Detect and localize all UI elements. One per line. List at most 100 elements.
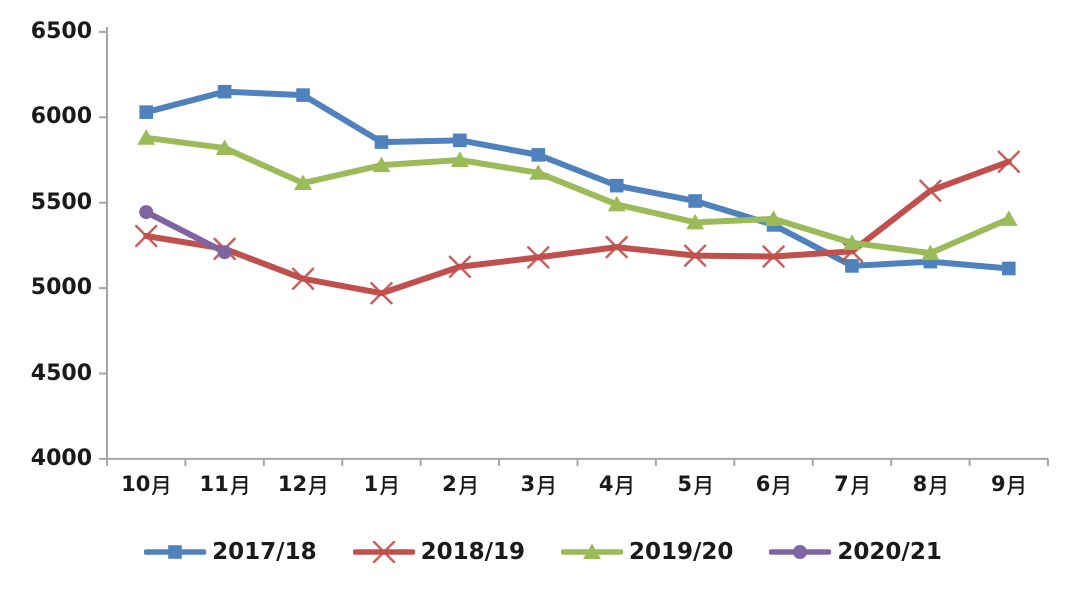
series-line-2020-21 xyxy=(143,209,228,256)
circle-marker xyxy=(139,205,154,220)
triangle-marker xyxy=(842,234,861,250)
square-marker xyxy=(845,259,859,273)
y-tick-label: 6000 xyxy=(30,104,92,130)
legend-label: 2019/20 xyxy=(629,539,734,565)
y-tick-label: 4500 xyxy=(30,360,92,386)
x-tick-label: 3 xyxy=(520,471,556,497)
series-line-2019-20 xyxy=(143,134,1012,257)
legend-square-swatch xyxy=(144,545,207,559)
triangle-marker xyxy=(450,151,469,167)
x-tick-label: 2 xyxy=(442,471,478,497)
triangle-marker xyxy=(215,139,234,156)
triangle-marker xyxy=(686,213,705,230)
x-marker xyxy=(448,255,472,278)
square-marker xyxy=(217,84,232,99)
y-tick-label: 5000 xyxy=(30,275,92,301)
circle-marker xyxy=(793,545,808,559)
legend-label: 2020/21 xyxy=(837,539,942,565)
x-marker xyxy=(762,245,785,268)
x-marker xyxy=(134,224,158,248)
yue-month-character-glyph xyxy=(230,475,248,495)
x-marker xyxy=(291,267,315,290)
legend-label: 2018/19 xyxy=(420,539,525,565)
x-marker xyxy=(919,179,942,202)
x-marker xyxy=(605,235,628,259)
x-tick-label: 8 xyxy=(913,471,949,497)
x-marker xyxy=(997,150,1021,173)
y-tick-label: 5500 xyxy=(30,189,92,215)
x-tick-label-number: 1 xyxy=(363,472,379,496)
legend-item-2018-19: 2018/19 xyxy=(352,539,525,565)
x-axis-labels: 10 11 12 1 2 3 4 5 6 7 8 9 xyxy=(0,471,1086,503)
yue-month-character-glyph xyxy=(772,475,789,495)
series-line-2018-19 xyxy=(143,158,1012,297)
square-marker xyxy=(453,133,467,148)
circle-marker xyxy=(217,245,232,260)
yue-month-character-glyph xyxy=(615,475,632,495)
legend-circle-swatch xyxy=(769,545,832,559)
square-marker xyxy=(531,148,546,162)
triangle-marker xyxy=(999,210,1018,226)
legend-x-swatch xyxy=(352,541,415,563)
x-tick-label-number: 10 xyxy=(121,472,151,496)
x-tick-label-number: 11 xyxy=(199,472,229,496)
triangle-marker xyxy=(921,244,940,261)
yue-month-character-glyph xyxy=(850,475,868,495)
legend-item-2019-20: 2019/20 xyxy=(561,539,733,565)
yue-month-character-glyph xyxy=(152,475,169,495)
yue-month-character-glyph xyxy=(929,475,946,495)
x-tick-label: 5 xyxy=(677,471,713,497)
triangle-marker xyxy=(137,129,156,145)
x-tick-label: 4 xyxy=(599,471,635,497)
square-marker xyxy=(168,545,182,559)
x-marker xyxy=(683,244,707,267)
triangle-marker xyxy=(583,543,601,559)
x-tick-label-number: 7 xyxy=(834,472,849,496)
legend: 2017/18 2018/19 2019/20 2020/21 xyxy=(0,535,1086,569)
y-tick-label: 6500 xyxy=(30,18,92,44)
triangle-marker xyxy=(294,174,313,191)
x-tick-label-number: 2 xyxy=(442,472,457,496)
x-tick-label: 6 xyxy=(756,471,792,497)
x-tick-label: 10 xyxy=(121,471,171,497)
x-tick-label-number: 4 xyxy=(598,472,614,496)
square-marker xyxy=(374,135,389,149)
x-tick-label: 11 xyxy=(200,471,250,497)
x-tick-label: 9 xyxy=(991,471,1027,497)
square-marker xyxy=(609,178,624,193)
triangle-marker xyxy=(607,195,626,212)
square-marker xyxy=(139,105,154,119)
square-marker xyxy=(688,194,702,208)
y-tick-label: 4000 xyxy=(30,445,92,471)
triangle-marker xyxy=(372,156,391,173)
x-marker xyxy=(370,281,393,305)
triangle-marker xyxy=(764,210,783,226)
legend-label: 2017/18 xyxy=(212,539,317,565)
x-marker xyxy=(372,541,395,563)
x-tick-label-number: 8 xyxy=(912,472,928,496)
triangle-marker xyxy=(529,164,548,180)
yue-month-character-glyph xyxy=(380,475,397,495)
square-marker xyxy=(296,88,310,102)
x-tick-label-number: 5 xyxy=(677,472,692,496)
yue-month-character-glyph xyxy=(458,475,476,495)
yue-month-character-glyph xyxy=(537,475,554,495)
x-tick-label-number: 12 xyxy=(277,472,308,496)
x-tick-label: 1 xyxy=(364,471,400,497)
x-marker xyxy=(527,246,550,269)
x-tick-label-number: 6 xyxy=(755,472,771,496)
yue-month-character-glyph xyxy=(1007,475,1024,495)
yue-month-character-glyph xyxy=(693,475,711,495)
legend-triangle-swatch xyxy=(561,543,623,559)
square-marker xyxy=(1001,261,1016,276)
yue-month-character-glyph xyxy=(309,475,326,495)
x-tick-label-number: 3 xyxy=(520,472,536,496)
x-tick-label: 7 xyxy=(834,471,870,497)
series-line-2017-18 xyxy=(143,88,1012,272)
x-tick-label-number: 9 xyxy=(990,472,1006,496)
legend-item-2020-21: 2020/21 xyxy=(769,539,942,565)
legend-item-2017-18: 2017/18 xyxy=(144,539,317,565)
x-tick-label: 12 xyxy=(278,471,328,497)
